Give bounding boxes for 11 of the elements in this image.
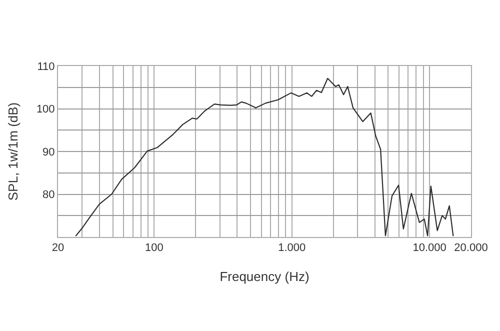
y-tick-label: 100 [36, 104, 55, 116]
y-tick-label: 90 [42, 146, 55, 158]
y-tick-label: 110 [37, 60, 55, 73]
y-tick-label: 80 [42, 189, 55, 202]
x-tick-label: 1.000 [278, 242, 306, 254]
y-axis-title: SPL, 1w/1m (dB) [5, 102, 20, 201]
x-axis-title: Frequency (Hz) [220, 268, 310, 284]
x-tick-label: 10.000 [412, 242, 446, 254]
x-tick-label: 100 [145, 242, 164, 254]
x-tick-label: 20.000 [454, 242, 488, 254]
x-tick-label: 20 [52, 242, 64, 254]
